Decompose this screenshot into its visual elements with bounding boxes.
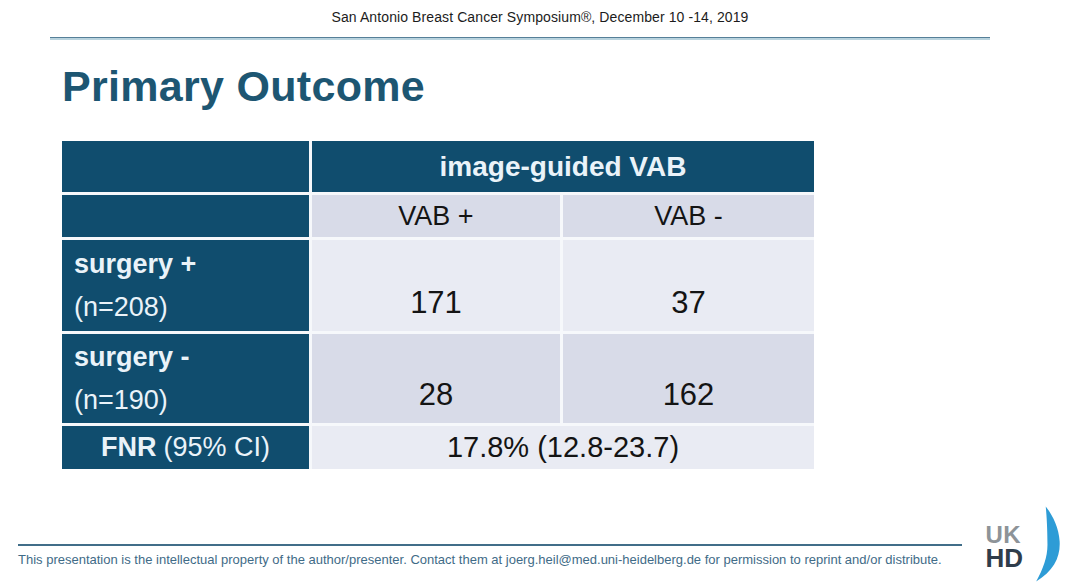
table-corner-cell-2	[62, 195, 309, 237]
logo-hd-text: HD	[985, 546, 1023, 570]
cell-surgery-minus-vab-plus: 28	[312, 334, 560, 423]
row-label-sub: (n=190)	[74, 379, 168, 422]
ukhd-logo-text: UK HD	[985, 524, 1023, 570]
logo-swoosh-icon	[1024, 504, 1064, 584]
fnr-label-bold: FNR	[101, 432, 157, 463]
table-group-header: image-guided VAB	[312, 141, 814, 192]
copyright-notice: This presentation is the intellectual pr…	[18, 552, 978, 567]
row-label-main: surgery +	[74, 243, 196, 286]
row-label-main: surgery -	[74, 336, 190, 379]
cell-fnr-value: 17.8% (12.8-23.7)	[312, 426, 814, 469]
col-header-vab-minus: VAB -	[563, 195, 814, 237]
row-label-surgery-minus: surgery - (n=190)	[62, 334, 309, 423]
results-table: image-guided VAB VAB + VAB - surgery + (…	[62, 141, 814, 469]
cell-surgery-minus-vab-minus: 162	[563, 334, 814, 423]
col-header-vab-plus: VAB +	[312, 195, 560, 237]
footer-divider	[18, 544, 962, 546]
row-label-sub: (n=208)	[74, 286, 168, 329]
cell-surgery-plus-vab-plus: 171	[312, 240, 560, 331]
page-title: Primary Outcome	[62, 62, 425, 111]
conference-header: San Antonio Breast Cancer Symposium®, De…	[0, 9, 1080, 25]
header-divider	[50, 37, 990, 40]
fnr-label-ci: (95% CI)	[163, 432, 270, 463]
table-corner-cell	[62, 141, 309, 192]
slide: San Antonio Breast Cancer Symposium®, De…	[0, 0, 1080, 586]
ukhd-logo: UK HD	[985, 504, 1064, 584]
row-label-fnr: FNR (95% CI)	[62, 426, 309, 469]
row-label-surgery-plus: surgery + (n=208)	[62, 240, 309, 331]
cell-surgery-plus-vab-minus: 37	[563, 240, 814, 331]
